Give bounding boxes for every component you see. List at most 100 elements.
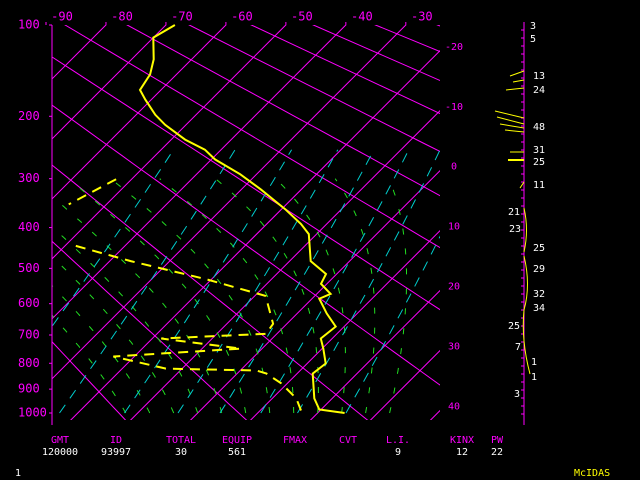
background-lines — [0, 0, 640, 436]
wind-label: 25 — [533, 157, 545, 168]
footer-right: McIDAS — [574, 468, 610, 479]
dry-adiabat — [52, 341, 127, 420]
wind-label: 24 — [533, 85, 545, 96]
isotherm-label: -20 — [445, 42, 463, 53]
moist-adiabat — [388, 178, 408, 414]
wind-label: 1 — [531, 357, 537, 368]
isotherm — [189, 169, 440, 420]
wind-label: 31 — [533, 145, 545, 156]
wind-curve — [523, 207, 527, 253]
wind-barb — [499, 123, 525, 129]
wind-label: 13 — [533, 71, 545, 82]
isotherm — [52, 25, 287, 260]
dry-adiabat — [374, 25, 440, 53]
y-tick-label: 900 — [18, 382, 40, 396]
isotherm-label: 0 — [451, 162, 457, 173]
mixing-ratio-line — [124, 149, 293, 414]
footer-left: 1 — [15, 468, 21, 479]
dry-adiabat — [188, 25, 440, 153]
isotherm-label: 10 — [448, 222, 460, 233]
y-tick-label: 800 — [18, 356, 40, 370]
isotherm-label: 40 — [448, 402, 460, 413]
wind-barb — [505, 87, 525, 91]
wind-label: 3 — [530, 21, 536, 32]
dry-adiabat — [312, 25, 440, 82]
isotherm — [52, 25, 347, 320]
dry-adiabat — [0, 0, 17, 435]
index-label: CVT — [339, 435, 357, 446]
index-label: TOTAL — [166, 435, 196, 446]
mixing-ratio-line — [297, 149, 440, 414]
dry-adiabat — [52, 164, 369, 420]
index-value: 30 — [175, 447, 187, 458]
index-label: L.I. — [386, 435, 410, 446]
wind-barb — [509, 70, 525, 77]
dry-adiabat — [52, 104, 440, 386]
index-label: PW — [491, 435, 504, 446]
x-tick-label: -50 — [291, 10, 313, 24]
isotherm — [309, 289, 440, 420]
y-tick-label: 700 — [18, 327, 40, 341]
moist-adiabat — [68, 178, 247, 414]
x-tick-label: -60 — [231, 10, 253, 24]
wind-label: 1 — [531, 372, 537, 383]
isotherm-label: 30 — [448, 342, 460, 353]
wind-barb — [496, 116, 525, 125]
index-label: KINX — [450, 435, 474, 446]
wind-label: 21 — [508, 207, 520, 218]
dry-adiabat — [430, 0, 640, 435]
dry-adiabat — [52, 56, 440, 311]
y-tick-label: 300 — [18, 171, 40, 185]
x-tick-label: -30 — [411, 10, 433, 24]
wind-label: 11 — [533, 180, 545, 191]
index-value: 22 — [491, 447, 503, 458]
mixing-ratio-line — [52, 149, 174, 328]
isotherm — [369, 349, 440, 420]
wind-label: 32 — [533, 289, 545, 300]
moist-adiabat — [334, 178, 376, 414]
y-tick-label: 1000 — [18, 406, 47, 420]
dry-adiabat — [126, 25, 440, 197]
wind-barb — [519, 181, 525, 189]
index-value: 12 — [456, 447, 468, 458]
wind-label: 48 — [533, 122, 545, 133]
x-tick-label: -40 — [351, 10, 373, 24]
wind-barb — [504, 129, 525, 133]
isotherm — [535, 13, 640, 436]
x-tick-label: -90 — [51, 10, 73, 24]
wind-label: 34 — [533, 303, 545, 314]
mixing-ratio-line — [59, 149, 236, 414]
index-value: 9 — [395, 447, 401, 458]
wind-barb — [494, 110, 525, 119]
dry-adiabat — [52, 240, 248, 420]
isotherm — [52, 25, 227, 200]
x-tick-label: -80 — [111, 10, 133, 24]
dewpoint-line — [68, 178, 302, 411]
moist-adiabat — [52, 195, 223, 414]
y-tick-label: 400 — [18, 220, 40, 234]
wind-label: 23 — [509, 224, 521, 235]
moist-adiabat — [275, 178, 346, 414]
isotherm-label: -10 — [445, 102, 463, 113]
wind-barbs — [494, 70, 531, 375]
wind-label: 25 — [533, 243, 545, 254]
wind-label: 25 — [508, 321, 520, 332]
y-tick-label: 200 — [18, 109, 40, 123]
index-label: FMAX — [283, 435, 307, 446]
isotherm — [52, 25, 167, 140]
index-value: 120000 — [42, 447, 78, 458]
x-tick-label: -70 — [171, 10, 193, 24]
isotherm — [70, 50, 440, 420]
wind-curve — [522, 255, 531, 375]
dry-adiabat — [436, 25, 440, 27]
y-tick-label: 600 — [18, 296, 40, 310]
isotherm — [475, 13, 640, 436]
index-value: 93997 — [101, 447, 131, 458]
dry-adiabat — [64, 25, 440, 249]
index-label: ID — [110, 435, 122, 446]
wind-label: 3 — [514, 389, 520, 400]
wind-label: 7 — [515, 342, 521, 353]
isotherm-label: 20 — [448, 282, 460, 293]
wind-ticks — [521, 29, 524, 415]
